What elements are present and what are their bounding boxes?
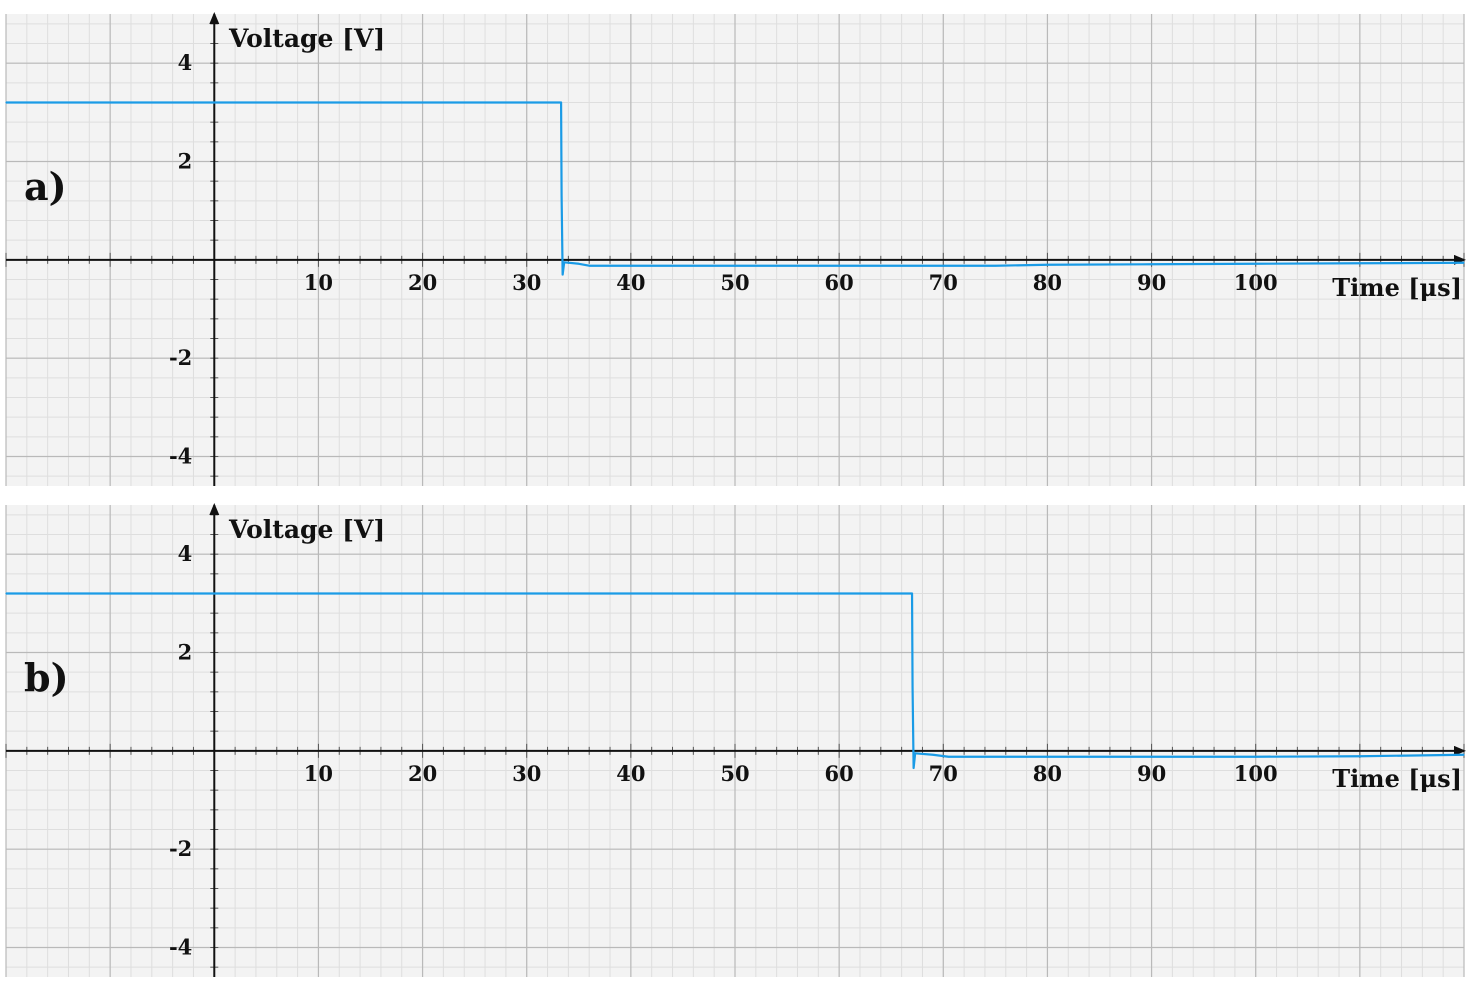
- y-tick-label: 4: [178, 50, 193, 75]
- x-tick-label: 100: [1234, 761, 1278, 786]
- y-tick-label: -4: [169, 935, 192, 960]
- y-tick-label: 2: [178, 149, 193, 174]
- data-point: [994, 265, 996, 267]
- data-point: [913, 767, 915, 769]
- x-tick-label: 10: [304, 270, 333, 295]
- data-point: [1150, 756, 1153, 758]
- x-tick-label: 20: [408, 270, 437, 295]
- x-tick-label: 80: [1033, 270, 1062, 295]
- y-tick-label: -4: [169, 444, 192, 469]
- panel-label-b: b): [24, 655, 69, 700]
- series-group: [5, 101, 1465, 276]
- y-tick-labels: 4 2 -2 -4: [169, 541, 192, 959]
- data-point: [914, 752, 916, 754]
- data-point: [1359, 755, 1361, 757]
- y-tick-labels: 4 2 -2 -4: [169, 50, 192, 468]
- panel-a: 10 20 30 40 50 60 70 80 90 100 4 2 -2 -4 Voltage [V]…: [5, 12, 1466, 486]
- x-tick-label: 20: [408, 761, 437, 786]
- x-tick-label: 50: [720, 270, 749, 295]
- x-tick-label: 60: [825, 761, 854, 786]
- data-point: [5, 101, 7, 104]
- data-point: [838, 265, 840, 267]
- x-axis-label: Time [μs]: [1332, 764, 1462, 793]
- x-tick-label: 50: [720, 761, 749, 786]
- data-point: [947, 756, 950, 758]
- data-point: [1463, 754, 1465, 756]
- y-axis-label: Voltage [V]: [228, 24, 385, 53]
- x-tick-label: 70: [929, 761, 958, 786]
- y-tick-label: -2: [169, 345, 192, 370]
- data-point: [562, 273, 564, 276]
- data-point: [932, 754, 934, 756]
- data-point: [1255, 263, 1257, 265]
- x-tick-labels: 10 20 30 40 50 60 70 80 90 100: [304, 761, 1278, 786]
- x-tick-label: 60: [825, 270, 854, 295]
- x-tick-label: 40: [616, 761, 645, 786]
- data-point: [563, 261, 565, 263]
- data-point: [1255, 756, 1257, 758]
- y-tick-label: -2: [169, 836, 192, 861]
- series-line: [6, 101, 1465, 276]
- x-tick-label: 10: [304, 761, 333, 786]
- x-tick-label: 100: [1234, 270, 1278, 295]
- data-point: [1359, 262, 1361, 264]
- panel-label-a: a): [24, 164, 67, 209]
- y-axis-label: Voltage [V]: [228, 515, 385, 544]
- x-axis-label: Time [μs]: [1332, 273, 1462, 302]
- data-point: [911, 592, 913, 595]
- data-point: [911, 686, 914, 688]
- data-point: [578, 263, 580, 265]
- data-point: [5, 592, 7, 595]
- x-tick-label: 30: [512, 270, 541, 295]
- x-tick-label: 30: [512, 761, 541, 786]
- series-group: [5, 592, 1465, 770]
- x-tick-label: 70: [929, 270, 958, 295]
- panel-b: 10 20 30 40 50 60 70 80 90 100 4 2 -2 -4 Voltage [V]…: [5, 503, 1466, 977]
- x-tick-label: 40: [616, 270, 645, 295]
- x-tick-label: 80: [1033, 761, 1062, 786]
- data-point: [560, 101, 562, 104]
- x-tick-label: 90: [1137, 761, 1166, 786]
- y-tick-label: 4: [178, 541, 193, 566]
- data-point: [1150, 263, 1153, 265]
- data-point: [1046, 264, 1049, 266]
- y-tick-label: 2: [178, 640, 193, 665]
- x-tick-label: 90: [1137, 270, 1166, 295]
- data-point: [588, 265, 590, 267]
- x-tick-labels: 10 20 30 40 50 60 70 80 90 100: [304, 270, 1278, 295]
- data-point: [1463, 262, 1465, 264]
- data-point: [561, 195, 563, 197]
